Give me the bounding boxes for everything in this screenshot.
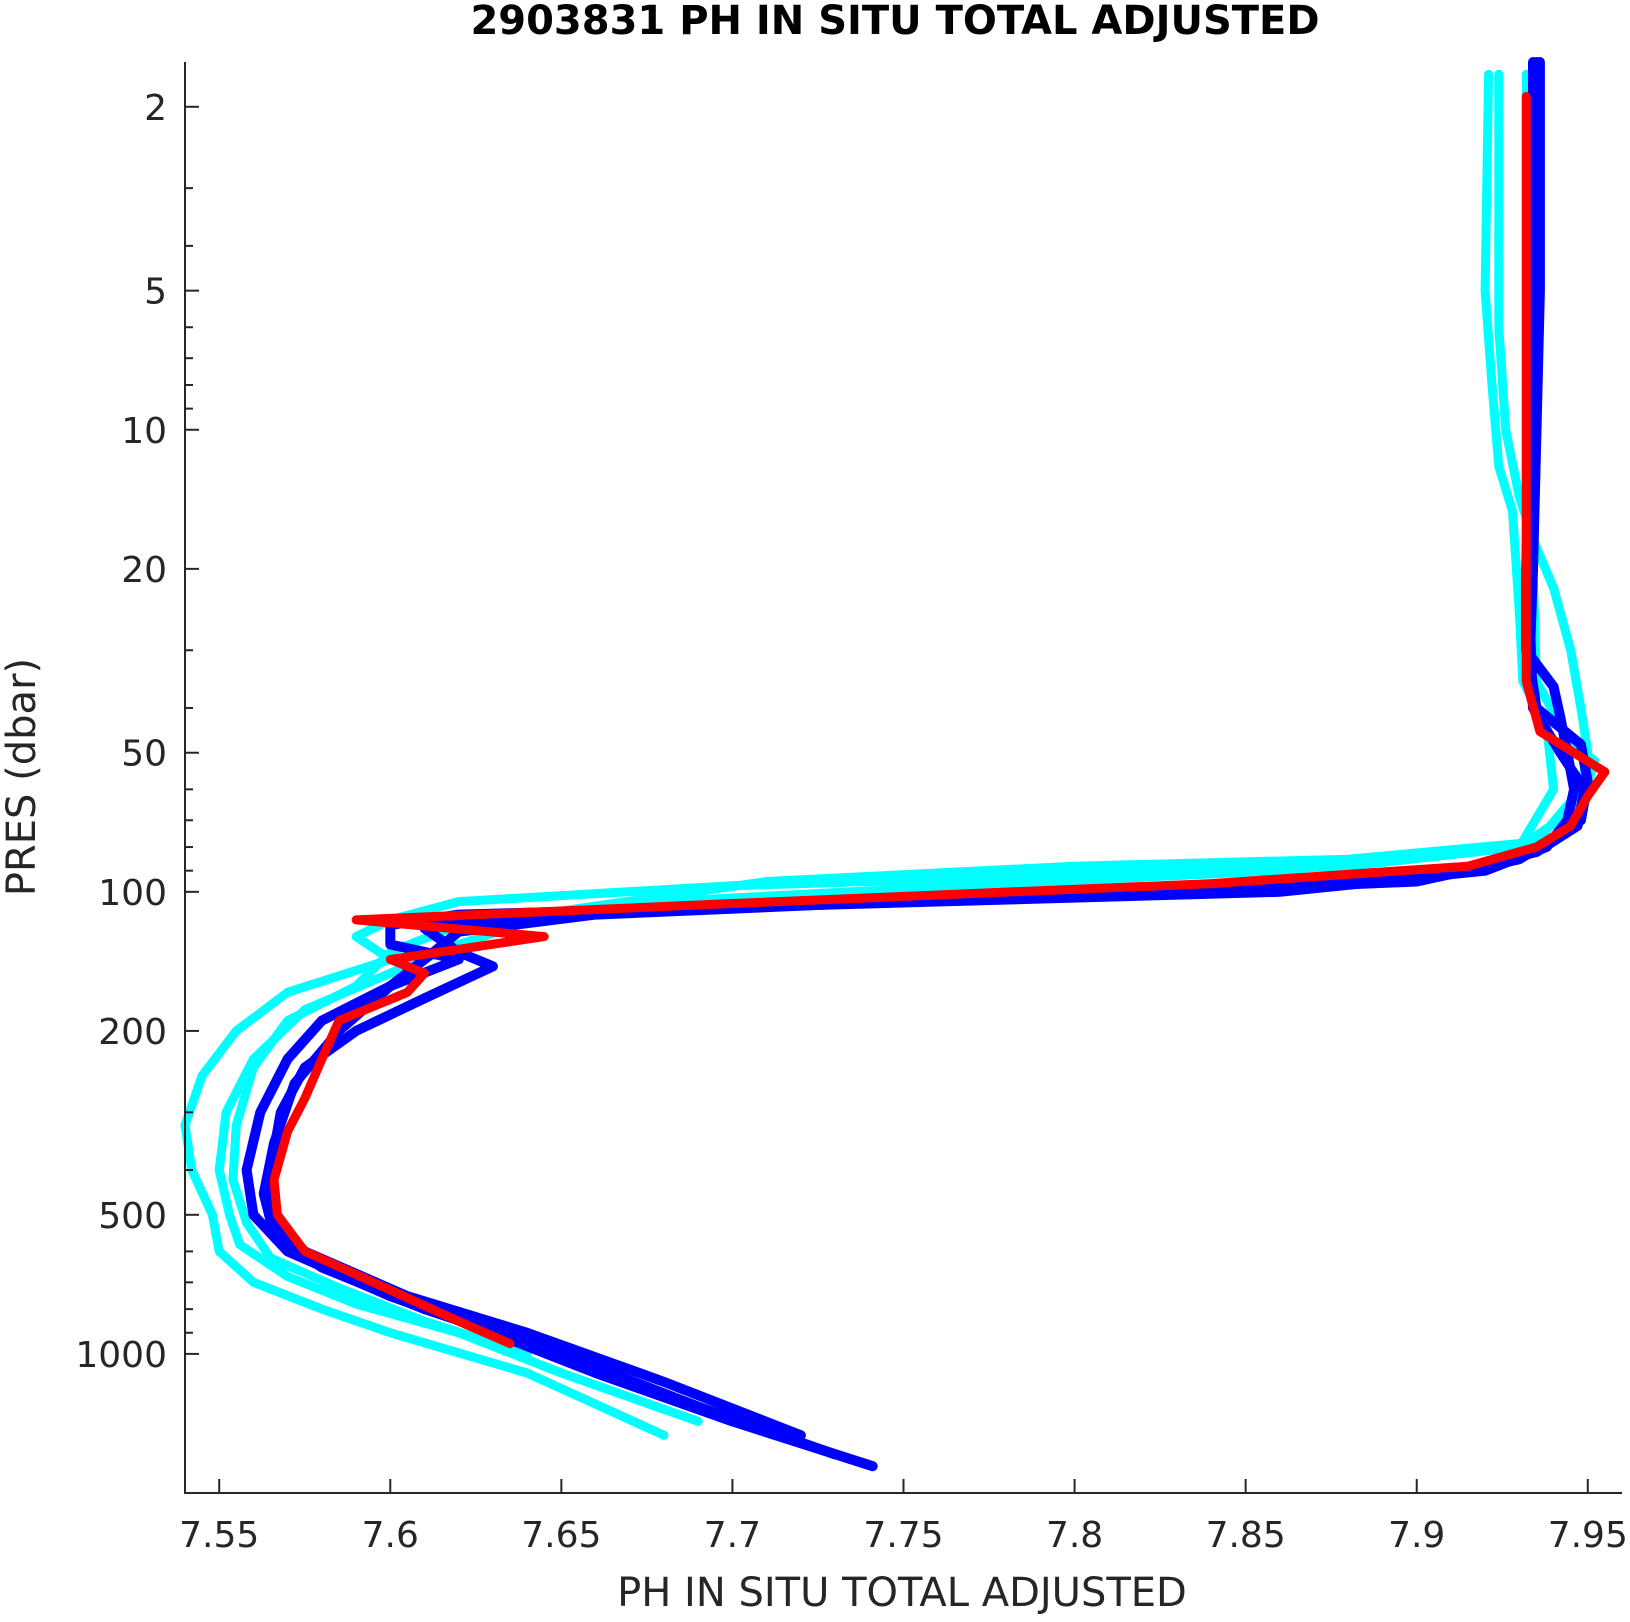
- x-ticks: 7.55 7.6 7.65 7.7 7.75 7.8 7.85 7.9 7.95: [179, 1479, 1628, 1556]
- series-line-cyan-1: [214, 69, 1593, 1426]
- y-ticks: 2 5 10 20 50 100 200 500 1000: [75, 88, 199, 1494]
- x-tick-label-6: 7.85: [1206, 1515, 1286, 1556]
- y-axis-line: [184, 62, 1622, 1494]
- x-tick-label-7: 7.9: [1388, 1515, 1445, 1556]
- x-axis-label: PH IN SITU TOTAL ADJUSTED: [617, 1570, 1187, 1616]
- y-tick-label-3: 20: [121, 550, 167, 591]
- y-tick-label-4: 50: [121, 734, 167, 775]
- y-tick-label-0: 2: [144, 88, 167, 129]
- y-tick-label-2: 10: [121, 411, 167, 452]
- x-tick-label-3: 7.7: [704, 1515, 761, 1556]
- series-line-red-6: [269, 92, 1610, 1349]
- series-group: [180, 57, 1610, 1472]
- y-tick-label-1: 5: [144, 272, 167, 313]
- x-tick-label-8: 7.95: [1548, 1515, 1628, 1556]
- y-axis-label: PRES (dbar): [0, 658, 45, 896]
- y-tick-label-6: 200: [98, 1012, 167, 1053]
- y-tick-label-7: 500: [98, 1196, 167, 1237]
- y-tick-label-8: 1000: [75, 1335, 167, 1376]
- x-tick-label-5: 7.8: [1046, 1515, 1103, 1556]
- series-line-cyan-0: [180, 69, 1559, 1440]
- series-line-blue-4: [265, 57, 1593, 1441]
- x-tick-label-0: 7.55: [179, 1515, 259, 1556]
- series-line-blue-5: [258, 57, 1590, 1460]
- x-tick-label-4: 7.75: [863, 1515, 943, 1556]
- series-line-blue-3: [241, 57, 1580, 1472]
- plot-area: 7.55 7.6 7.65 7.7 7.75 7.8 7.85 7.9 7.95 2 5 10 20 5…: [75, 57, 1628, 1556]
- chart-title: 2903831 PH IN SITU TOTAL ADJUSTED: [470, 0, 1319, 44]
- x-tick-label-2: 7.65: [521, 1515, 601, 1556]
- x-tick-label-1: 7.6: [362, 1515, 419, 1556]
- series-line-cyan-2: [228, 69, 1600, 1359]
- y-tick-label-5: 100: [98, 873, 167, 914]
